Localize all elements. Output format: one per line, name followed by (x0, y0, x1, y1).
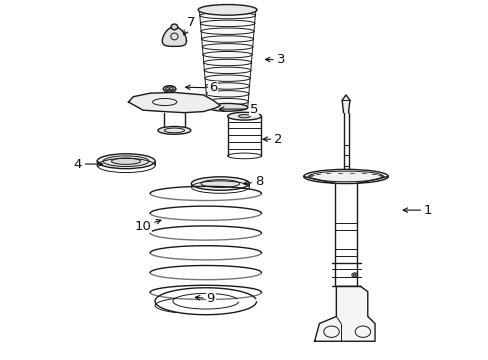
Ellipse shape (206, 98, 248, 105)
Text: 9: 9 (195, 292, 214, 305)
Ellipse shape (103, 156, 149, 167)
Polygon shape (162, 27, 186, 46)
Text: 2: 2 (263, 133, 282, 146)
Text: 3: 3 (265, 53, 285, 66)
Text: 4: 4 (73, 158, 102, 171)
Ellipse shape (203, 67, 251, 73)
Ellipse shape (111, 158, 140, 165)
Ellipse shape (201, 180, 239, 188)
Text: 8: 8 (243, 175, 263, 188)
Ellipse shape (203, 59, 251, 66)
Polygon shape (128, 93, 220, 113)
Ellipse shape (352, 274, 355, 276)
Ellipse shape (238, 114, 250, 118)
Ellipse shape (204, 75, 250, 81)
Text: 7: 7 (183, 16, 195, 35)
Text: 10: 10 (134, 220, 161, 233)
Ellipse shape (199, 12, 255, 19)
Text: 5: 5 (219, 103, 258, 116)
Polygon shape (342, 95, 349, 113)
Text: 6: 6 (185, 81, 217, 94)
Ellipse shape (227, 112, 261, 120)
Ellipse shape (203, 51, 252, 58)
Ellipse shape (303, 169, 387, 184)
Ellipse shape (207, 103, 247, 111)
Ellipse shape (158, 126, 190, 134)
Ellipse shape (201, 36, 253, 42)
Ellipse shape (201, 28, 254, 35)
Ellipse shape (163, 86, 176, 92)
Ellipse shape (351, 273, 357, 277)
Ellipse shape (171, 24, 178, 30)
Ellipse shape (198, 5, 257, 15)
Ellipse shape (191, 177, 249, 190)
Ellipse shape (205, 91, 249, 97)
Ellipse shape (200, 20, 254, 27)
Text: 1: 1 (403, 204, 431, 217)
Ellipse shape (165, 87, 173, 91)
Ellipse shape (202, 44, 252, 50)
Polygon shape (314, 286, 374, 341)
Ellipse shape (205, 83, 249, 89)
Ellipse shape (97, 154, 155, 168)
